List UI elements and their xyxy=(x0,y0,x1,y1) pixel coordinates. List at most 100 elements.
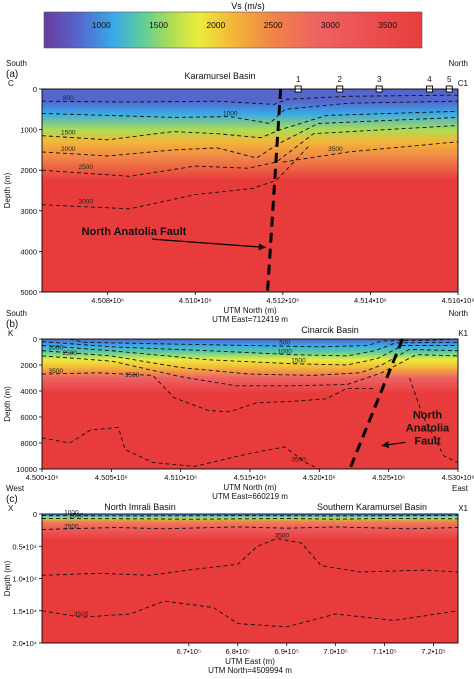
y-tick-label: 0.5•10⁴ xyxy=(12,542,37,551)
x-tick-label: 4.505•10⁶ xyxy=(95,473,128,482)
basin-title-2: Southern Karamursel Basin xyxy=(317,502,427,512)
left-end-label: South xyxy=(6,309,27,318)
right-point-label: K1 xyxy=(458,329,468,338)
colorbar-rect xyxy=(44,12,422,48)
colorbar-tick-label: 1000 xyxy=(92,20,111,30)
contour-label: 1000 xyxy=(223,111,238,118)
contour-label: 3500 xyxy=(74,611,89,618)
contour-label: 500 xyxy=(279,340,290,347)
basin-title: Karamursel Basin xyxy=(184,71,255,81)
x-axis-label: UTM East (m) xyxy=(225,657,275,666)
contour-label: 3500 xyxy=(275,533,290,540)
panel-b: 5001000150020002500350035003500NorthAnat… xyxy=(3,309,474,501)
contour-label: 1500 xyxy=(291,358,306,365)
left-end-label: West xyxy=(6,484,25,493)
fault-label: North Anatolia Fault xyxy=(82,226,187,238)
contour-label: 2500 xyxy=(64,523,79,530)
contour-label: 2500 xyxy=(79,164,94,171)
x-axis-sublabel: UTM East=712419 m xyxy=(212,315,288,324)
left-end-label: South xyxy=(6,59,27,68)
x-axis-sublabel: UTM North=4509994 m xyxy=(208,666,292,674)
panel-a: 800 1000 1500 2000 2500 3000 3500 North Anatoli… xyxy=(3,59,474,324)
station-label: 3 xyxy=(377,75,382,84)
contour-label: 3500 xyxy=(49,368,64,375)
contour-label: 1500 xyxy=(61,130,76,137)
velocity-field xyxy=(42,89,458,292)
colorbar-tick-label: 1500 xyxy=(149,20,168,30)
y-tick-label: 1.0•10⁴ xyxy=(12,575,37,584)
x-axis-label: UTM North (m) xyxy=(223,306,277,315)
contour-label: 3500 xyxy=(291,457,306,464)
fault-label: North xyxy=(413,409,443,421)
x-tick-label: 4.508•10⁶ xyxy=(91,296,124,305)
contour-label: 3000 xyxy=(79,199,94,206)
x-tick-label: 4.525•10⁶ xyxy=(372,473,405,482)
x-tick-label: 7.1•10⁵ xyxy=(372,647,397,656)
colorbar-label: Vs (m/s) xyxy=(231,1,265,11)
fault-label: Anatolia xyxy=(406,422,450,434)
x-tick-label: 4.510•10⁶ xyxy=(164,473,197,482)
x-tick-label: 4.510•10⁶ xyxy=(179,296,212,305)
colorbar: Vs (m/s) 1000 1500 2000 2500 3000 3500 xyxy=(44,1,422,48)
y-tick-label: 8000 xyxy=(20,439,37,448)
station-label: 1 xyxy=(296,75,301,84)
station-label: 2 xyxy=(338,75,343,84)
y-tick-label: 2000 xyxy=(20,361,37,370)
x-tick-label: 7.0•10⁵ xyxy=(323,647,348,656)
right-end-label: North xyxy=(448,59,468,68)
basin-title: North Imrali Basin xyxy=(104,502,176,512)
right-end-label: East xyxy=(452,484,469,493)
y-tick-label: 3000 xyxy=(20,207,37,216)
y-tick-label: 0 xyxy=(33,85,37,94)
y-tick-label: 4000 xyxy=(20,387,37,396)
x-tick-label: 4.515•10⁶ xyxy=(234,473,267,482)
right-point-label: X1 xyxy=(458,504,468,513)
contour-label: 2000 xyxy=(49,345,64,352)
contour-label: 2000 xyxy=(61,146,76,153)
left-point-label: X xyxy=(8,504,14,513)
basin-title: Cinarcik Basin xyxy=(301,325,359,335)
y-tick-label: 1000 xyxy=(20,126,37,135)
x-tick-label: 4.512•10⁶ xyxy=(266,296,299,305)
x-tick-label: 6.7•10⁵ xyxy=(177,647,202,656)
y-tick-label: 1.5•10⁴ xyxy=(12,607,37,616)
x-tick-label: 4.520•10⁶ xyxy=(303,473,336,482)
x-tick-label: 6.8•10⁵ xyxy=(226,647,251,656)
contour-label: 3500 xyxy=(328,146,343,153)
y-axis-label: Depth (m) xyxy=(3,386,12,422)
y-axis-label: Depth (m) xyxy=(3,560,12,596)
x-axis-sublabel: UTM East=660219 m xyxy=(212,492,288,501)
x-tick-label: 4.514•10⁶ xyxy=(354,296,387,305)
fault-label: Fault xyxy=(414,435,441,447)
x-tick-label: 4.530•10⁶ xyxy=(442,473,474,482)
y-tick-label: 0 xyxy=(33,335,37,344)
y-tick-label: 2.0•10⁴ xyxy=(12,639,37,648)
left-point-label: K xyxy=(8,329,14,338)
y-tick-label: 4000 xyxy=(20,247,37,256)
y-tick-label: 6000 xyxy=(20,413,37,422)
contour-label: 800 xyxy=(63,95,74,102)
contour-label: 1000 xyxy=(277,349,292,356)
station-label: 4 xyxy=(427,75,432,84)
contour-label: 3500 xyxy=(125,372,140,379)
velocity-field xyxy=(42,514,458,643)
colorbar-tick-label: 2500 xyxy=(264,20,283,30)
colorbar-tick-label: 2000 xyxy=(206,20,225,30)
contour-label: 2500 xyxy=(62,350,77,357)
x-tick-label: 6.9•10⁵ xyxy=(274,647,299,656)
right-point-label: C1 xyxy=(458,79,469,88)
colorbar-tick-label: 3500 xyxy=(378,20,397,30)
y-tick-label: 0 xyxy=(33,510,37,519)
x-tick-label: 4.516•10⁶ xyxy=(442,296,474,305)
right-end-label: North xyxy=(448,309,468,318)
y-tick-label: 10000 xyxy=(16,465,37,474)
y-axis-label: Depth (m) xyxy=(3,172,12,208)
x-tick-label: 7.2•10⁵ xyxy=(421,647,446,656)
left-point-label: C xyxy=(8,79,14,88)
y-tick-label: 5000 xyxy=(20,288,37,297)
station-label: 5 xyxy=(447,75,452,84)
x-tick-label: 4.500•10⁶ xyxy=(26,473,59,482)
colorbar-tick-label: 3000 xyxy=(321,20,340,30)
